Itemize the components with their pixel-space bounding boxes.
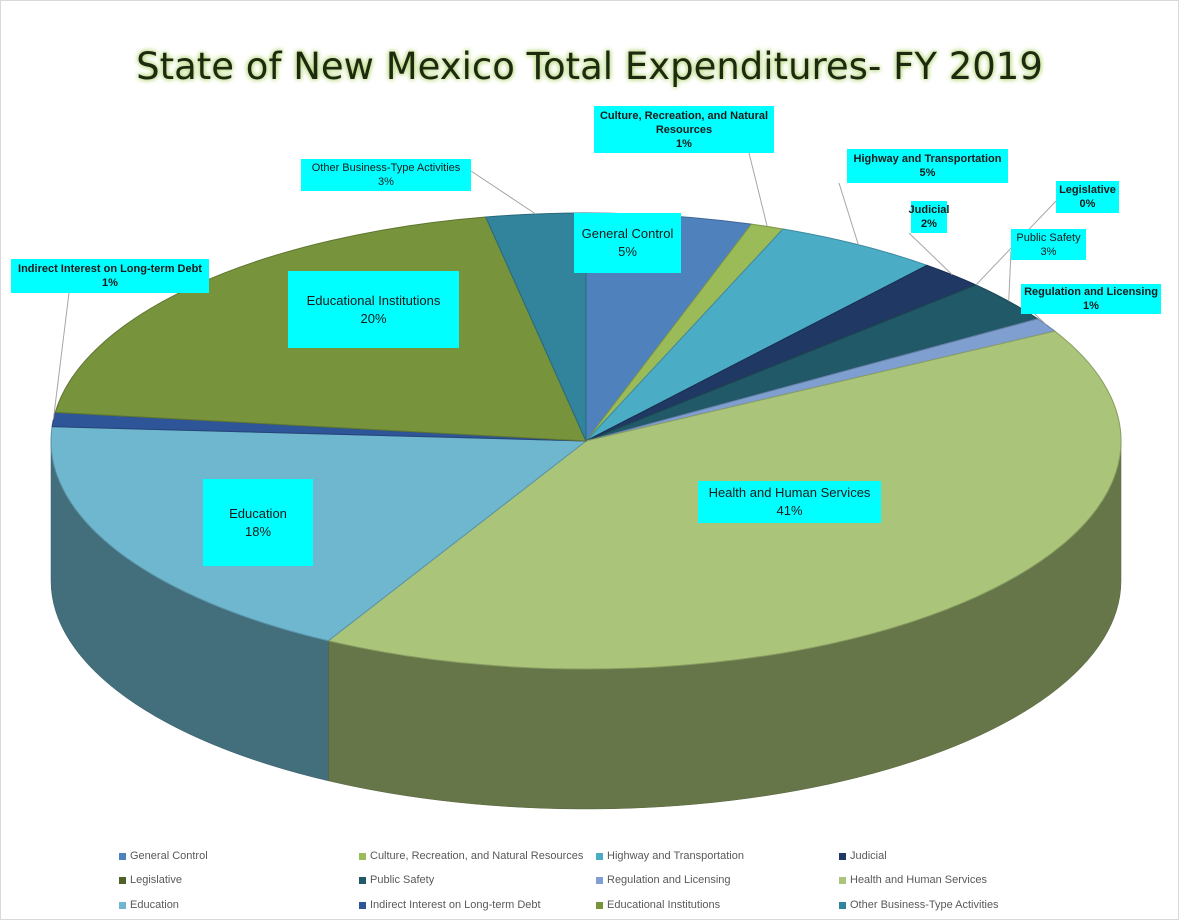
data-label-name: Education [229,505,287,521]
legend-item: Regulation and Licensing [596,874,731,886]
data-label-value: 1% [102,277,118,289]
data-label-value: 0% [1079,198,1096,210]
data-label-name: Public Safety [1016,231,1081,244]
legend-label: Legislative [130,874,182,886]
data-label: Indirect Interest on Long-term Debt 1% [11,259,209,293]
data-label-name: Other Business-Type Activities [311,162,461,174]
data-label-value: 5% [919,167,936,179]
data-label-name: Culture, Recreation, and Natural Resourc… [599,109,769,136]
data-label: Regulation and Licensing 1% [1021,284,1161,314]
data-label-value: 3% [378,176,394,188]
slice [50,426,588,642]
leader-line [838,182,859,245]
data-label-value: 2% [921,218,937,230]
legend-item: Educational Institutions [596,899,720,911]
legend-swatch [359,876,366,884]
data-label-name: Health and Human Services [708,485,871,500]
legend-swatch [839,852,846,860]
data-label-value: 20% [360,310,387,326]
legend-swatch [596,876,603,884]
leader-line [908,232,953,276]
leader-line [748,152,768,227]
legend-label: Health and Human Services [850,874,987,886]
data-label-name: Educational Institutions [306,292,441,308]
legend-label: Judicial [850,850,887,862]
leader-line [470,170,536,215]
legend-item: Culture, Recreation, and Natural Resourc… [359,850,583,862]
legend-item: Highway and Transportation [596,850,744,862]
legend-label: Other Business-Type Activities [850,899,999,911]
legend-item: Legislative [119,874,182,886]
data-label: Legislative 0% [1056,181,1119,213]
legend-label: Public Safety [370,874,435,886]
data-label-value: 18% [244,523,272,539]
data-label: Highway and Transportation 5% [847,149,1008,183]
legend-label: Education [130,899,179,911]
legend-swatch [839,901,846,909]
data-label-value: 1% [676,137,692,150]
legend-swatch [119,901,126,909]
legend-swatch [359,852,366,860]
legend-item: Judicial [839,850,887,862]
legend-swatch [119,876,126,884]
legend-label: Culture, Recreation, and Natural Resourc… [370,850,584,862]
data-label: Judicial 2% [908,201,950,233]
data-label-name: Judicial [908,204,950,216]
legend-item: Indirect Interest on Long-term Debt [359,899,541,911]
legend-label: General Control [130,850,208,862]
legend-label: Educational Institutions [607,899,721,911]
data-label-name: Highway and Transportation [853,153,1002,165]
legend-swatch [359,901,366,909]
legend-item: General Control [119,850,208,862]
leader-line [1008,250,1012,302]
data-label-value: 1% [1083,300,1099,312]
legend-label: Indirect Interest on Long-term Debt [370,899,541,911]
data-label: Educational Institutions 20% [288,271,459,348]
data-label-value: 5% [618,244,637,259]
data-label-value: 41% [776,503,803,518]
data-label: Public Safety 3% [1011,229,1086,260]
data-label-value: 3% [1040,245,1057,258]
chart-title: State of New Mexico Total Expenditures- … [136,45,1043,88]
legend-swatch [596,901,603,909]
data-label-name: General Control [581,226,674,241]
data-label-name: Indirect Interest on Long-term Debt [18,263,202,275]
legend-item: Health and Human Services [839,874,987,886]
legend-swatch [119,852,126,860]
slice [585,228,929,442]
legend-swatch [596,852,603,860]
legend-item: Education [119,899,179,911]
data-label: Health and Human Services 41% [698,481,881,523]
data-label: Other Business-Type Activities 3% [301,159,471,191]
data-label-name: Legislative [1059,184,1116,196]
legend-swatch [839,876,846,884]
legend-label: Regulation and Licensing [607,874,731,886]
legend-item: Public Safety [359,874,434,886]
data-label: General Control 5% [574,213,681,273]
data-label-name: Regulation and Licensing [1024,286,1158,298]
legend-item: Other Business-Type Activities [839,899,999,911]
leader-line [52,292,70,420]
legend-label: Highway and Transportation [607,850,744,862]
data-label: Culture, Recreation, and Natural Resourc… [594,106,774,153]
data-label: Education 18% [203,479,313,566]
